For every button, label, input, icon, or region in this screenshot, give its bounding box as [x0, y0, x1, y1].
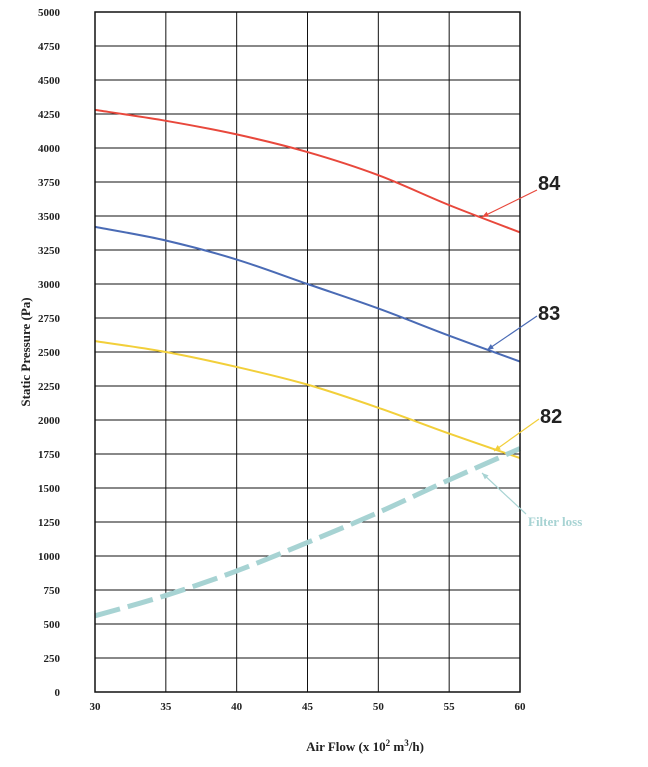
y-tick-label: 2500	[38, 347, 61, 359]
label-leader-line	[481, 189, 538, 218]
y-tick-label: 1500	[38, 483, 61, 495]
y-tick-label: 1250	[38, 517, 61, 529]
series-label-filter-loss: Filter loss	[528, 514, 582, 529]
x-axis-title-unit: m	[390, 739, 404, 754]
x-tick-label: 50	[373, 701, 385, 713]
x-axis-title-exponent: 2	[386, 738, 391, 748]
series-line-82	[94, 340, 521, 460]
y-tick-label: 5000	[38, 7, 61, 19]
series-label-84: 84	[538, 173, 561, 195]
label-arrow-head	[487, 344, 494, 350]
label-leader-line	[486, 315, 538, 351]
series-line-84	[94, 108, 521, 234]
y-tick-label: 1000	[38, 551, 61, 563]
series-line-83	[94, 225, 521, 363]
grid-lines	[94, 11, 521, 693]
label-arrow-head	[482, 211, 489, 217]
x-tick-labels: 30 35 40 45 50 55 60	[90, 701, 527, 713]
x-axis-title-unit-exponent: 3	[404, 738, 409, 748]
y-tick-label: 4000	[38, 143, 61, 155]
x-tick-label: 55	[444, 701, 456, 713]
y-tick-label: 500	[44, 619, 61, 631]
label-leader-line	[481, 472, 527, 515]
x-tick-label: 30	[90, 701, 102, 713]
y-tick-labels: 0 250 500 750 1000 1250 1500 1750 2000 2250 2500 27…	[38, 7, 61, 699]
series-label-82: 82	[540, 406, 562, 428]
series-line-filter-loss	[94, 446, 522, 619]
y-tick-label: 750	[44, 585, 61, 597]
x-axis-title: Air Flow (x 102 m3/h)	[306, 738, 424, 754]
series-lines	[94, 108, 522, 619]
x-axis-title-unit-tail: /h)	[408, 739, 424, 754]
plot-frame	[94, 11, 521, 693]
y-tick-label: 4250	[38, 109, 61, 121]
y-tick-label: 3500	[38, 211, 61, 223]
label-arrow-head	[482, 473, 489, 480]
x-tick-label: 35	[160, 701, 172, 713]
label-leader-line	[493, 418, 540, 452]
y-tick-label: 2000	[38, 415, 61, 427]
y-tick-label: 4500	[38, 75, 61, 87]
y-tick-label: 250	[44, 653, 61, 665]
y-tick-label: 2750	[38, 313, 61, 325]
x-tick-label: 60	[515, 701, 527, 713]
series-labels: 84 83 82 Filter loss	[481, 173, 582, 529]
x-axis-title-text: Air Flow (x 10	[306, 739, 386, 754]
y-tick-label: 3750	[38, 177, 61, 189]
series-label-83: 83	[538, 303, 560, 325]
y-tick-label: 4750	[38, 41, 61, 53]
y-tick-label: 1750	[38, 449, 61, 461]
y-tick-label: 2250	[38, 381, 61, 393]
x-tick-label: 40	[231, 701, 243, 713]
label-arrow-head	[494, 445, 501, 451]
y-tick-label: 0	[55, 687, 61, 699]
x-tick-label: 45	[302, 701, 314, 713]
y-tick-label: 3250	[38, 245, 61, 257]
y-tick-label: 3000	[38, 279, 61, 291]
y-axis-title: Static Pressure (Pa)	[18, 297, 33, 406]
